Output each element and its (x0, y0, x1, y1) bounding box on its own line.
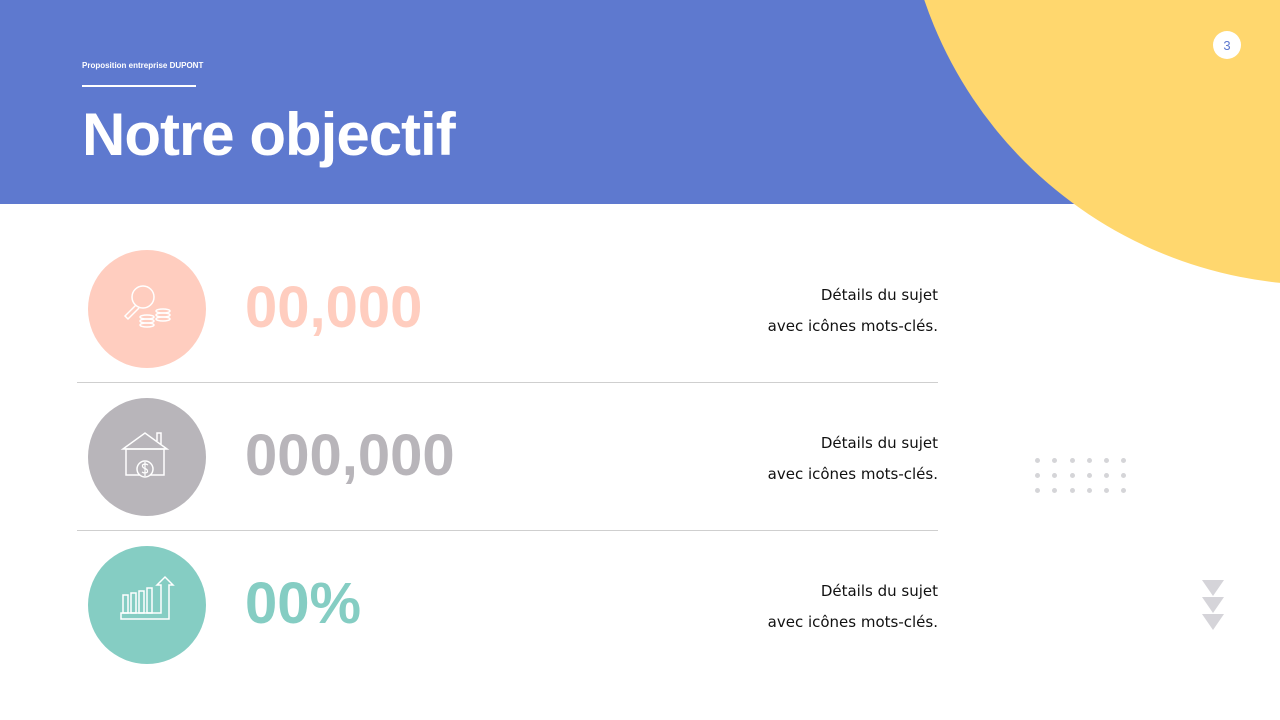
objective-details: Détails du sujet avec icônes mots-clés. (768, 280, 938, 342)
objective-row: 00% Détails du sujet avec icônes mots-clé… (77, 546, 938, 694)
decorative-yellow-circle (924, 0, 1280, 283)
objective-row: 000,000 Détails du sujet avec icônes mots… (77, 398, 938, 546)
detail-line: Détails du sujet (820, 434, 938, 452)
decorative-triangle-icon (1202, 614, 1224, 630)
objective-value: 00,000 (245, 275, 423, 340)
detail-line: avec icônes mots-clés. (767, 317, 938, 335)
page-number: 3 (1213, 31, 1241, 59)
subtitle: Proposition entreprise DUPONT (82, 61, 204, 70)
objective-value: 00% (245, 571, 362, 636)
decorative-dot-grid (1035, 458, 1139, 493)
page-title: Notre objectif (82, 101, 456, 168)
detail-line: Détails du sujet (820, 582, 938, 600)
objective-value: 000,000 (245, 423, 455, 488)
objective-row: 00,000 Détails du sujet avec icônes mots-… (77, 250, 938, 398)
detail-line: Détails du sujet (820, 286, 938, 304)
objective-details: Détails du sujet avec icônes mots-clés. (768, 576, 938, 638)
detail-line: avec icônes mots-clés. (767, 465, 938, 483)
house-dollar-icon (88, 398, 206, 516)
decorative-triangle-icon (1202, 580, 1224, 596)
divider (77, 382, 938, 383)
magnifier-coins-icon (88, 250, 206, 368)
divider (77, 530, 938, 531)
growth-chart-icon (88, 546, 206, 664)
detail-line: avec icônes mots-clés. (767, 613, 938, 631)
objective-details: Détails du sujet avec icônes mots-clés. (768, 428, 938, 490)
subtitle-underline (82, 85, 196, 87)
decorative-triangle-icon (1202, 597, 1224, 613)
